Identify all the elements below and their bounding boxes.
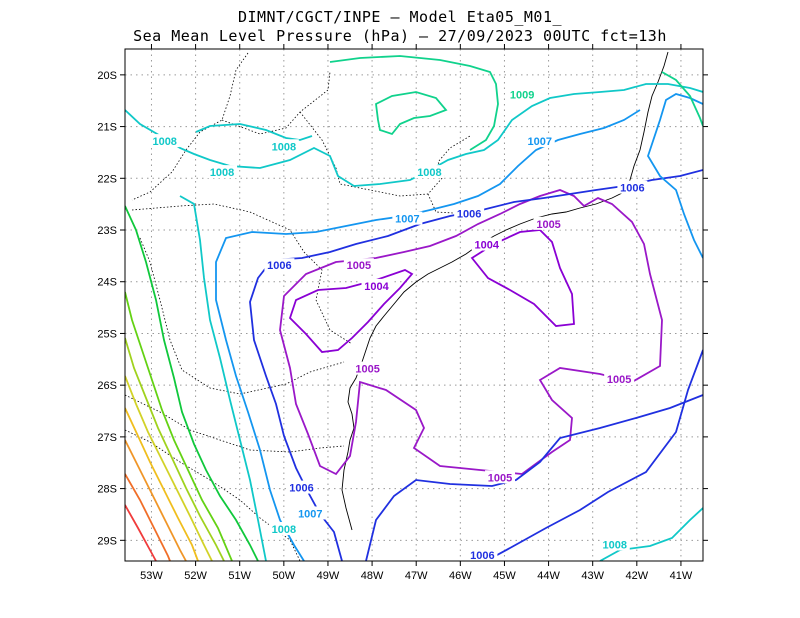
isobar-label: 1009 bbox=[510, 90, 534, 102]
isobar-1017 bbox=[125, 504, 157, 561]
isobar-label: 1008 bbox=[272, 141, 296, 153]
isobar-label-background bbox=[361, 278, 392, 292]
isobar-label: 1008 bbox=[272, 524, 296, 536]
isobar-1008-west bbox=[179, 195, 267, 561]
isobar-1004-east bbox=[470, 229, 575, 327]
isobars bbox=[125, 55, 703, 561]
x-tick-label: 42W bbox=[626, 570, 649, 582]
isobar-label: 1006 bbox=[470, 550, 494, 562]
isobar-label: 1004 bbox=[364, 281, 389, 293]
isobar-labels: 1009100810071008100810081007100810061005… bbox=[149, 87, 800, 562]
isobar-1010 bbox=[125, 205, 259, 561]
y-tick-label: 29S bbox=[97, 535, 117, 547]
isobar-label: 1007 bbox=[395, 214, 419, 226]
isobar-label: 1006 bbox=[267, 260, 291, 272]
isobar-label-background bbox=[414, 165, 445, 179]
chart-title: DIMNT/CGCT/INPE – Model Eta05_M01_ bbox=[237, 8, 563, 26]
coastline bbox=[341, 51, 669, 531]
isobar-label-background bbox=[207, 165, 238, 179]
isobar-1004-west bbox=[288, 269, 414, 353]
x-tick-label: 41W bbox=[670, 570, 693, 582]
isobar-label-background bbox=[533, 216, 564, 230]
x-tick-label: 50W bbox=[273, 570, 296, 582]
y-tick-label: 22S bbox=[97, 173, 117, 185]
isobar-1005 bbox=[279, 189, 663, 476]
y-tick-label: 26S bbox=[97, 380, 117, 392]
isobar-1016 bbox=[125, 473, 171, 561]
isobar-label-background bbox=[798, 87, 800, 101]
axis-ticks: 53W 52W 51W 50W 49W 48W 47W 46W 45W 44W 43W 42W 41W 2… bbox=[97, 44, 708, 582]
geography-lines bbox=[125, 51, 669, 561]
x-tick-label: 52W bbox=[184, 570, 207, 582]
isobar-label: 1005 bbox=[347, 260, 371, 272]
isobar-1009 bbox=[329, 55, 703, 151]
isobar-label-background bbox=[352, 361, 383, 375]
isobar-label: 1005 bbox=[355, 364, 379, 376]
y-tick-label: 23S bbox=[97, 225, 117, 237]
x-tick-label: 53W bbox=[140, 570, 163, 582]
x-tick-label: 44W bbox=[537, 570, 560, 582]
isobar-label-background bbox=[264, 258, 295, 272]
isobar-label: 1008 bbox=[603, 539, 627, 551]
isobar-1006 bbox=[249, 169, 703, 561]
x-tick-label: 45W bbox=[493, 570, 516, 582]
isobar-label-background bbox=[485, 470, 516, 484]
isobar-1011 bbox=[125, 291, 233, 561]
state-border-pr-sc bbox=[131, 203, 353, 395]
map-frame bbox=[124, 48, 704, 562]
y-tick-label: 27S bbox=[97, 432, 117, 444]
x-tick-label: 47W bbox=[405, 570, 428, 582]
isobar-label-background bbox=[471, 237, 502, 251]
y-tick-label: 21S bbox=[97, 122, 117, 134]
isobar-1012 bbox=[125, 337, 225, 561]
isobar-label: 1006 bbox=[289, 483, 313, 495]
isobar-label-background bbox=[467, 547, 498, 561]
x-tick-label: 46W bbox=[449, 570, 472, 582]
isobar-label-background bbox=[599, 537, 630, 551]
isobar-label: 1008 bbox=[152, 136, 176, 148]
isobar-label: 1005 bbox=[488, 472, 512, 484]
x-tick-label: 49W bbox=[317, 570, 340, 582]
isobar-label: 1005 bbox=[536, 219, 560, 231]
x-tick-label: 48W bbox=[361, 570, 384, 582]
isobar-label: 1004 bbox=[475, 240, 500, 252]
isobar-label: 1008 bbox=[417, 167, 441, 179]
isobar-label-background bbox=[392, 211, 423, 225]
isobar-1014 bbox=[125, 407, 199, 561]
x-tick-label: 43W bbox=[581, 570, 604, 582]
isobar-label: 1006 bbox=[457, 208, 481, 220]
isobar-label-background bbox=[149, 134, 180, 148]
isobar-label-background bbox=[343, 258, 374, 272]
isobar-label-background bbox=[286, 480, 317, 494]
isobar-1015 bbox=[125, 439, 187, 561]
isobar-1008-southeast bbox=[599, 507, 703, 561]
isobar-label: 1008 bbox=[210, 167, 234, 179]
isobar-label-background bbox=[507, 87, 538, 101]
isobar-label: 1006 bbox=[620, 183, 644, 195]
isobar-label: 1005 bbox=[607, 374, 631, 386]
y-tick-label: 24S bbox=[97, 277, 117, 289]
isobar-label: 1007 bbox=[528, 136, 552, 148]
isobar-label-background bbox=[295, 506, 326, 520]
state-border-north bbox=[131, 52, 471, 215]
y-tick-label: 28S bbox=[97, 484, 117, 496]
x-tick-label: 51W bbox=[228, 570, 251, 582]
isobar-label-background bbox=[268, 139, 299, 153]
isobar-label-background bbox=[604, 371, 635, 385]
y-tick-label: 20S bbox=[97, 70, 117, 82]
isobar-label-background bbox=[454, 206, 485, 220]
isobar-label-background bbox=[268, 521, 299, 535]
chart-subtitle: Sea Mean Level Pressure (hPa) – 27/09/20… bbox=[133, 27, 667, 45]
isobar-1013 bbox=[125, 375, 213, 561]
y-tick-label: 25S bbox=[97, 328, 117, 340]
isobar-label: 1007 bbox=[298, 508, 322, 520]
isobar-label-background bbox=[524, 134, 555, 148]
isobar-label-background bbox=[617, 180, 648, 194]
state-border-sc-rs bbox=[125, 394, 345, 561]
